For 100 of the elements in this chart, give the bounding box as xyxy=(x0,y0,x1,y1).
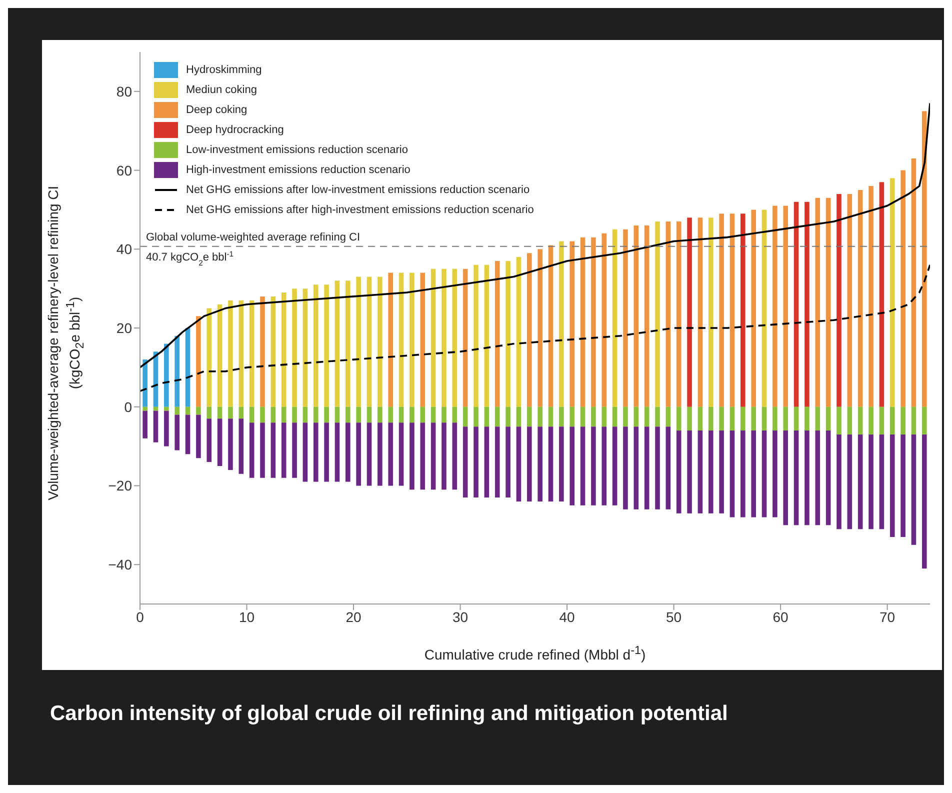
bar xyxy=(623,406,628,427)
bar xyxy=(516,426,522,502)
bar xyxy=(346,422,350,482)
bar xyxy=(398,272,404,407)
bar xyxy=(185,328,190,407)
bar xyxy=(666,406,671,427)
bar xyxy=(751,430,756,518)
bar xyxy=(751,406,756,431)
bar xyxy=(196,414,201,458)
bar xyxy=(783,206,788,407)
bar xyxy=(890,178,895,407)
bar xyxy=(740,430,746,518)
bar xyxy=(462,426,468,498)
bar xyxy=(559,406,564,427)
ref-line-label: Global volume-weighted average refining CI 40.7 kgCO$_{2}$e bbl$^{-1}$ xyxy=(146,231,360,267)
bar xyxy=(185,414,190,454)
x-tick-label: 70 xyxy=(880,608,896,625)
line-series xyxy=(140,264,930,392)
bar xyxy=(196,406,201,415)
x-tick-label: 20 xyxy=(346,608,362,625)
bar xyxy=(526,406,532,427)
bar xyxy=(900,406,906,434)
bar xyxy=(506,406,510,427)
bar xyxy=(804,202,810,407)
bar xyxy=(612,426,618,506)
bar xyxy=(666,426,671,510)
legend-label: High-investment emissions reduction scenario xyxy=(186,163,410,178)
bar xyxy=(676,222,682,407)
bar xyxy=(228,406,233,419)
bar xyxy=(826,430,831,526)
bar xyxy=(356,406,361,423)
bar xyxy=(794,406,799,431)
bar xyxy=(281,292,286,407)
bar xyxy=(538,426,542,502)
bar xyxy=(228,418,233,470)
bar xyxy=(249,406,254,423)
bar xyxy=(324,422,329,482)
bar xyxy=(174,414,180,450)
bar xyxy=(313,406,318,423)
bar xyxy=(858,406,863,434)
bar xyxy=(366,406,372,423)
bar xyxy=(430,406,436,423)
bar xyxy=(526,426,532,502)
bar xyxy=(206,418,212,462)
bar xyxy=(174,406,180,415)
bar xyxy=(719,406,724,431)
bar xyxy=(570,426,574,506)
bar xyxy=(740,406,746,431)
bar xyxy=(420,422,426,490)
legend-label: Deep hydrocracking xyxy=(186,123,284,138)
legend-label: Mediun coking xyxy=(186,83,257,98)
bar xyxy=(153,410,158,442)
bar xyxy=(634,426,639,510)
bar xyxy=(826,406,831,431)
bar xyxy=(281,406,286,423)
bar xyxy=(430,422,436,490)
bar xyxy=(281,422,286,478)
bar xyxy=(698,218,703,407)
bar xyxy=(526,253,532,407)
bar xyxy=(698,406,703,431)
bar xyxy=(655,222,660,407)
bar xyxy=(644,426,650,510)
bar xyxy=(442,268,446,407)
bar xyxy=(217,406,222,419)
bar xyxy=(356,276,361,407)
y-tick-label: −40 xyxy=(108,556,132,573)
bar xyxy=(900,170,906,407)
bar xyxy=(687,218,692,407)
bar xyxy=(474,264,478,407)
bar xyxy=(538,249,542,407)
bar xyxy=(388,272,394,407)
bar xyxy=(164,410,169,446)
bar xyxy=(623,229,628,407)
bar xyxy=(410,406,414,423)
x-tick-label: 0 xyxy=(136,608,144,625)
bar xyxy=(634,225,639,407)
bar xyxy=(366,276,372,407)
bar xyxy=(644,225,650,407)
bar xyxy=(334,280,340,407)
bar xyxy=(452,268,458,407)
bar xyxy=(580,237,586,407)
bar xyxy=(462,406,468,427)
bar xyxy=(559,426,564,502)
bar xyxy=(494,260,500,407)
bar xyxy=(847,434,852,530)
legend-label: Hydroskimming xyxy=(186,63,262,78)
bar xyxy=(516,257,522,407)
bar xyxy=(847,194,852,407)
bar xyxy=(719,214,724,407)
bar xyxy=(879,182,884,407)
bar xyxy=(302,406,308,423)
bar xyxy=(334,422,340,482)
bar xyxy=(762,430,767,518)
bar xyxy=(484,406,490,427)
bar xyxy=(270,406,276,423)
bar xyxy=(238,418,244,474)
bar xyxy=(494,426,500,498)
bar xyxy=(804,406,810,431)
bar xyxy=(548,245,554,407)
bar xyxy=(698,430,703,514)
